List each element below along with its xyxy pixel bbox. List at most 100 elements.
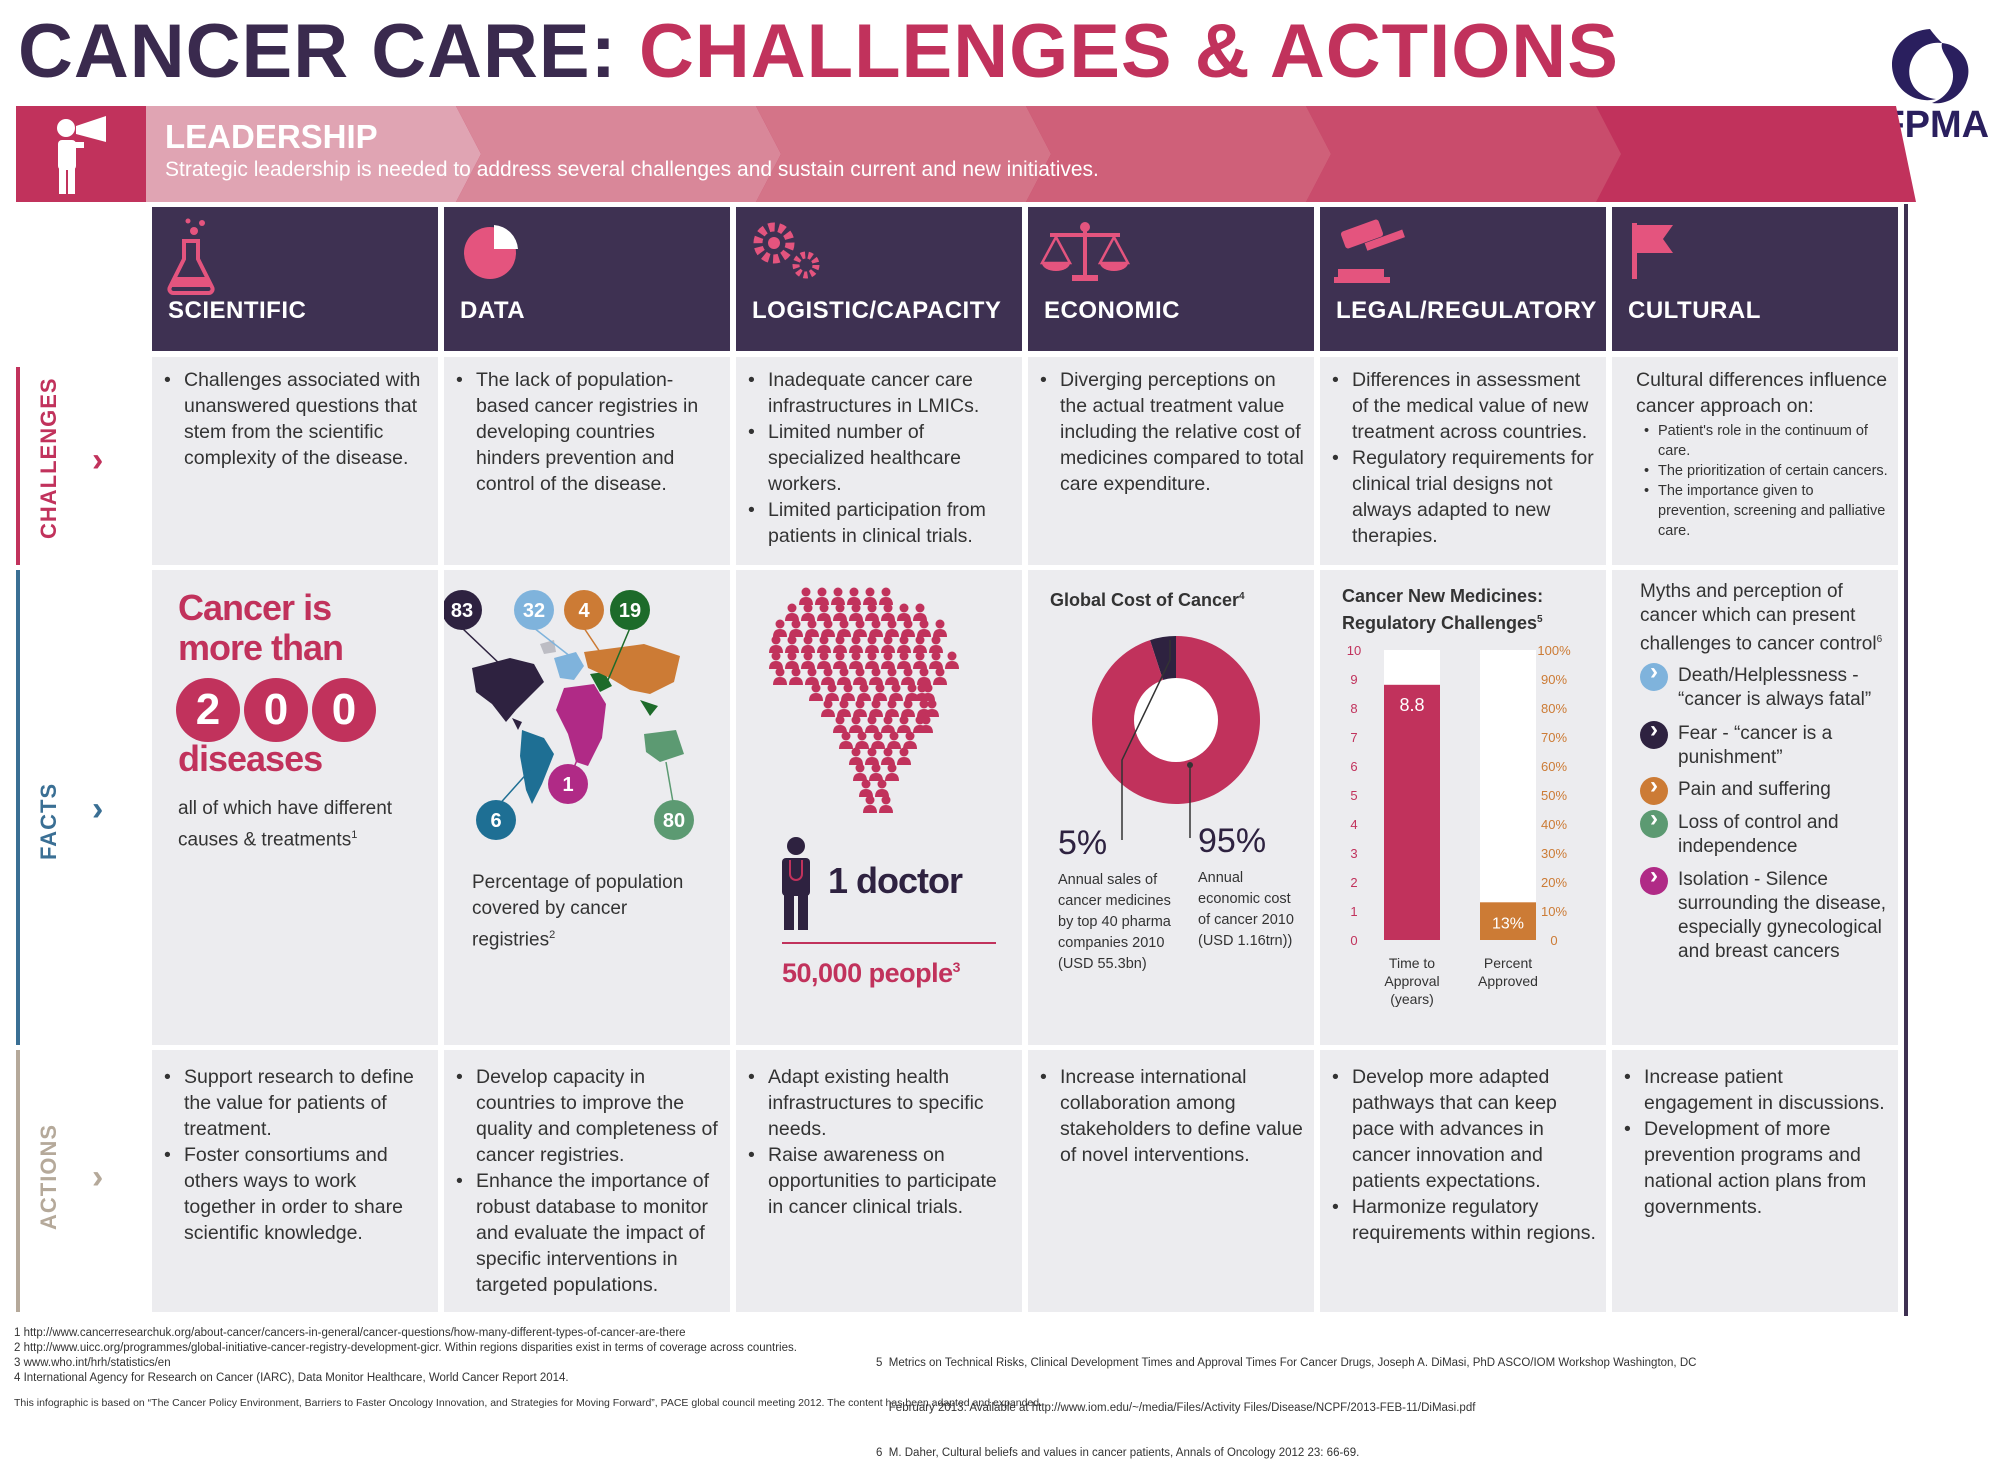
person-icon (919, 667, 929, 677)
registry-bubble-label: 32 (523, 600, 545, 622)
bullet-item: Limited participation from patients in c… (748, 497, 1014, 549)
person-icon (855, 699, 865, 709)
bullet-item: Foster consortiums and others ways to wo… (164, 1142, 430, 1246)
column-header-logistic: LOGISTIC/CAPACITY (736, 207, 1022, 351)
person-icon (869, 709, 883, 717)
column-header-scientific: SCIENTIFIC (152, 207, 438, 351)
person-icon (901, 677, 915, 685)
person-icon (865, 725, 879, 733)
column-label-logistic: LOGISTIC/CAPACITY (752, 297, 1002, 324)
person-icon (879, 805, 893, 813)
title-part-1: CANCER CARE: (18, 9, 617, 94)
challenges-economic: Diverging perceptions on the actual trea… (1028, 357, 1314, 565)
left-axis-tick: 6 (1350, 759, 1357, 774)
person-icon (839, 699, 849, 709)
person-icon (853, 677, 867, 685)
person-icon (865, 757, 879, 765)
person-icon (935, 619, 945, 629)
registry-bubble (564, 590, 604, 630)
person-icon (835, 635, 845, 645)
person-icon (919, 699, 929, 709)
person-icon (881, 725, 895, 733)
person-icon (865, 587, 875, 597)
column-label-data: DATA (460, 297, 526, 324)
person-icon (833, 613, 847, 621)
row-bar (16, 367, 20, 565)
person-icon (885, 773, 899, 781)
person-icon (871, 667, 881, 677)
right-axis-tick: 100% (1537, 643, 1571, 658)
person-icon (869, 677, 883, 685)
person-icon (821, 677, 835, 685)
pie-icon (464, 225, 518, 279)
chevron-dot-icon (1640, 774, 1668, 805)
person-icon (917, 683, 927, 693)
actions-logistic: Adapt existing health infrastructures to… (736, 1050, 1022, 1312)
person-icon (775, 667, 785, 677)
donut-hole (1134, 678, 1218, 762)
actions-legal: Develop more adapted pathways that can k… (1320, 1050, 1606, 1312)
bullet-item: Differences in assessment of the medical… (1332, 367, 1598, 445)
person-icon (889, 731, 899, 741)
person-icon (901, 629, 915, 637)
grid-right-border (1904, 204, 1908, 1316)
person-icon (801, 661, 815, 669)
digit-circle: 0 (312, 678, 376, 742)
diseases-caption: all of which have different causes & tre… (178, 796, 408, 853)
challenges-legal: Differences in assessment of the medical… (1320, 357, 1606, 565)
category-label: (years) (1390, 991, 1434, 1007)
person-icon (915, 651, 925, 661)
person-icon (799, 597, 813, 605)
person-icon (837, 677, 851, 685)
person-icon (929, 661, 943, 669)
person-icon (821, 709, 835, 717)
column-header-cultural: CULTURAL (1612, 207, 1898, 351)
right-axis-tick: 20% (1541, 875, 1567, 890)
person-icon (925, 709, 939, 717)
person-icon (897, 661, 911, 669)
person-icon (821, 629, 835, 637)
diseases-word: diseases (178, 738, 323, 779)
person-icon (851, 603, 861, 613)
footnotes-right: 5 Metrics on Technical Risks, Clinical D… (876, 1326, 1986, 1476)
scales-icon (1040, 222, 1130, 281)
person-icon (851, 715, 861, 725)
challenges-scientific: Challenges associated with unanswered qu… (152, 357, 438, 565)
left-description: Annual sales of cancer medicines by top … (1058, 872, 1171, 972)
person-icon (903, 619, 913, 629)
left-axis-tick: 4 (1350, 817, 1357, 832)
person-icon (769, 661, 783, 669)
footnote: 4 International Agency for Research on C… (14, 1372, 569, 1384)
person-icon (913, 645, 927, 653)
challenges-data: The lack of population-based cancer regi… (444, 357, 730, 565)
bar-time-to-approval (1384, 684, 1440, 940)
person-icon (847, 597, 861, 605)
bar-percent-approved (1480, 902, 1536, 940)
person-icon (883, 747, 893, 757)
map-middle-east (590, 672, 612, 692)
right-axis-tick: 60% (1541, 759, 1567, 774)
person-icon (899, 603, 909, 613)
person-icon (865, 613, 879, 621)
myth-text: Isolation - Silence surrounding the dise… (1678, 869, 1887, 962)
person-icon (885, 709, 899, 717)
person-icon (903, 741, 917, 749)
bar-background (1480, 650, 1536, 940)
left-axis-tick: 1 (1350, 904, 1357, 919)
person-icon (835, 603, 845, 613)
person-icon (849, 587, 859, 597)
person-icon (803, 603, 813, 613)
facts-legal: Cancer New Medicines: Regulatory Challen… (1320, 570, 1606, 1045)
person-icon (931, 651, 941, 661)
map-north-america (472, 658, 544, 722)
chevron-right-icon: › (92, 1158, 104, 1196)
registry-caption: Percentage of population covered by canc… (472, 870, 712, 953)
leadership-subtitle: Strategic leadership is needed to addres… (165, 158, 1099, 181)
person-icon (875, 683, 885, 693)
map-southeast-asia (640, 700, 658, 716)
bullet-item: Develop more adapted pathways that can k… (1332, 1064, 1598, 1194)
person-icon (877, 779, 887, 789)
map-australia (644, 730, 684, 762)
regulatory-bar-chart: 0 1 2 3 4 5 6 7 8 9 10 0 10% 20% 30% 40% 50% 60% 70% 80% 90%… (1347, 643, 1571, 1007)
flag-icon (1632, 223, 1673, 279)
